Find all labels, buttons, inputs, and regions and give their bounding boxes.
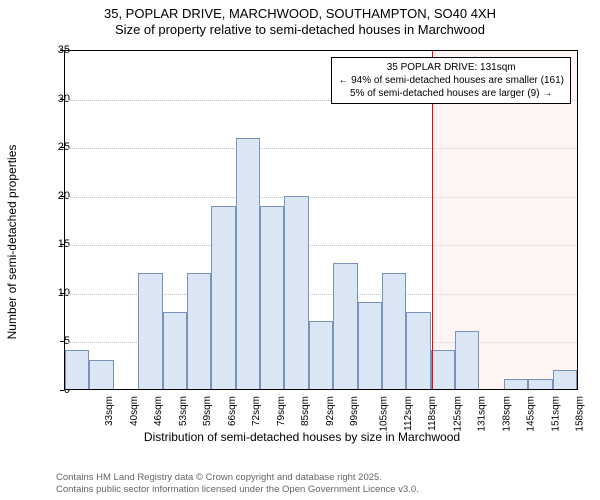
bar — [455, 331, 479, 389]
x-tick-label: 105sqm — [379, 396, 390, 432]
bar-slot — [163, 51, 187, 389]
x-tick-label: 118sqm — [427, 396, 438, 431]
x-tick-label: 92sqm — [325, 396, 336, 426]
bar — [260, 206, 284, 389]
bar — [382, 273, 406, 389]
plot-region: 35 POPLAR DRIVE: 131sqm ← 94% of semi-de… — [64, 50, 578, 390]
annotation-line-1: 35 POPLAR DRIVE: 131sqm — [338, 61, 564, 74]
bar-slot — [211, 51, 235, 389]
x-tick-label: 145sqm — [526, 396, 537, 432]
bar-slot — [114, 51, 138, 389]
bar-slot — [236, 51, 260, 389]
bar-slot — [187, 51, 211, 389]
bar-slot — [65, 51, 89, 389]
bar — [138, 273, 162, 389]
x-tick-label: 99sqm — [349, 396, 360, 426]
x-tick-label: 138sqm — [501, 396, 512, 432]
annotation-line-2: ← 94% of semi-detached houses are smalle… — [338, 74, 564, 87]
bar — [358, 302, 382, 389]
footer-line-1: Contains HM Land Registry data © Crown c… — [56, 472, 419, 484]
chart-title-block: 35, POPLAR DRIVE, MARCHWOOD, SOUTHAMPTON… — [0, 0, 600, 39]
x-tick-label: 66sqm — [227, 396, 238, 426]
y-tick-mark — [60, 390, 64, 391]
bar-slot — [260, 51, 284, 389]
bar — [89, 360, 113, 389]
bar — [333, 263, 357, 389]
x-tick-label: 158sqm — [575, 396, 586, 432]
x-tick-label: 131sqm — [477, 396, 488, 432]
x-tick-label: 85sqm — [300, 396, 311, 426]
x-tick-label: 33sqm — [104, 396, 115, 426]
bar — [431, 350, 455, 389]
title-line-1: 35, POPLAR DRIVE, MARCHWOOD, SOUTHAMPTON… — [0, 6, 600, 22]
x-axis-label: Distribution of semi-detached houses by … — [144, 430, 460, 444]
bar — [528, 379, 552, 389]
bar — [236, 138, 260, 389]
x-tick-label: 72sqm — [251, 396, 262, 426]
bar — [504, 379, 528, 389]
title-line-2: Size of property relative to semi-detach… — [0, 22, 600, 38]
bar — [187, 273, 211, 389]
y-axis-label: Number of semi-detached properties — [5, 145, 19, 340]
bar-slot — [138, 51, 162, 389]
x-tick-label: 79sqm — [276, 396, 287, 426]
bar — [309, 321, 333, 389]
x-tick-label: 59sqm — [202, 396, 213, 426]
x-tick-label: 125sqm — [452, 396, 463, 432]
bar — [553, 370, 577, 389]
x-tick-label: 151sqm — [550, 396, 561, 432]
x-tick-label: 40sqm — [129, 396, 140, 426]
x-tick-label: 46sqm — [153, 396, 164, 426]
annotation-line-3: 5% of semi-detached houses are larger (9… — [338, 87, 564, 100]
x-tick-label: 112sqm — [403, 396, 414, 431]
bar — [163, 312, 187, 389]
annotation-box: 35 POPLAR DRIVE: 131sqm ← 94% of semi-de… — [331, 57, 571, 104]
footer-line-2: Contains public sector information licen… — [56, 484, 419, 496]
chart-area: Number of semi-detached properties 05101… — [22, 44, 582, 440]
bar-slot — [89, 51, 113, 389]
bar — [211, 206, 235, 389]
bar — [406, 312, 430, 389]
bar — [284, 196, 308, 389]
x-tick-label: 53sqm — [178, 396, 189, 426]
bar — [65, 350, 89, 389]
bar-slot — [309, 51, 333, 389]
bar-slot — [284, 51, 308, 389]
footer-attribution: Contains HM Land Registry data © Crown c… — [56, 472, 419, 496]
